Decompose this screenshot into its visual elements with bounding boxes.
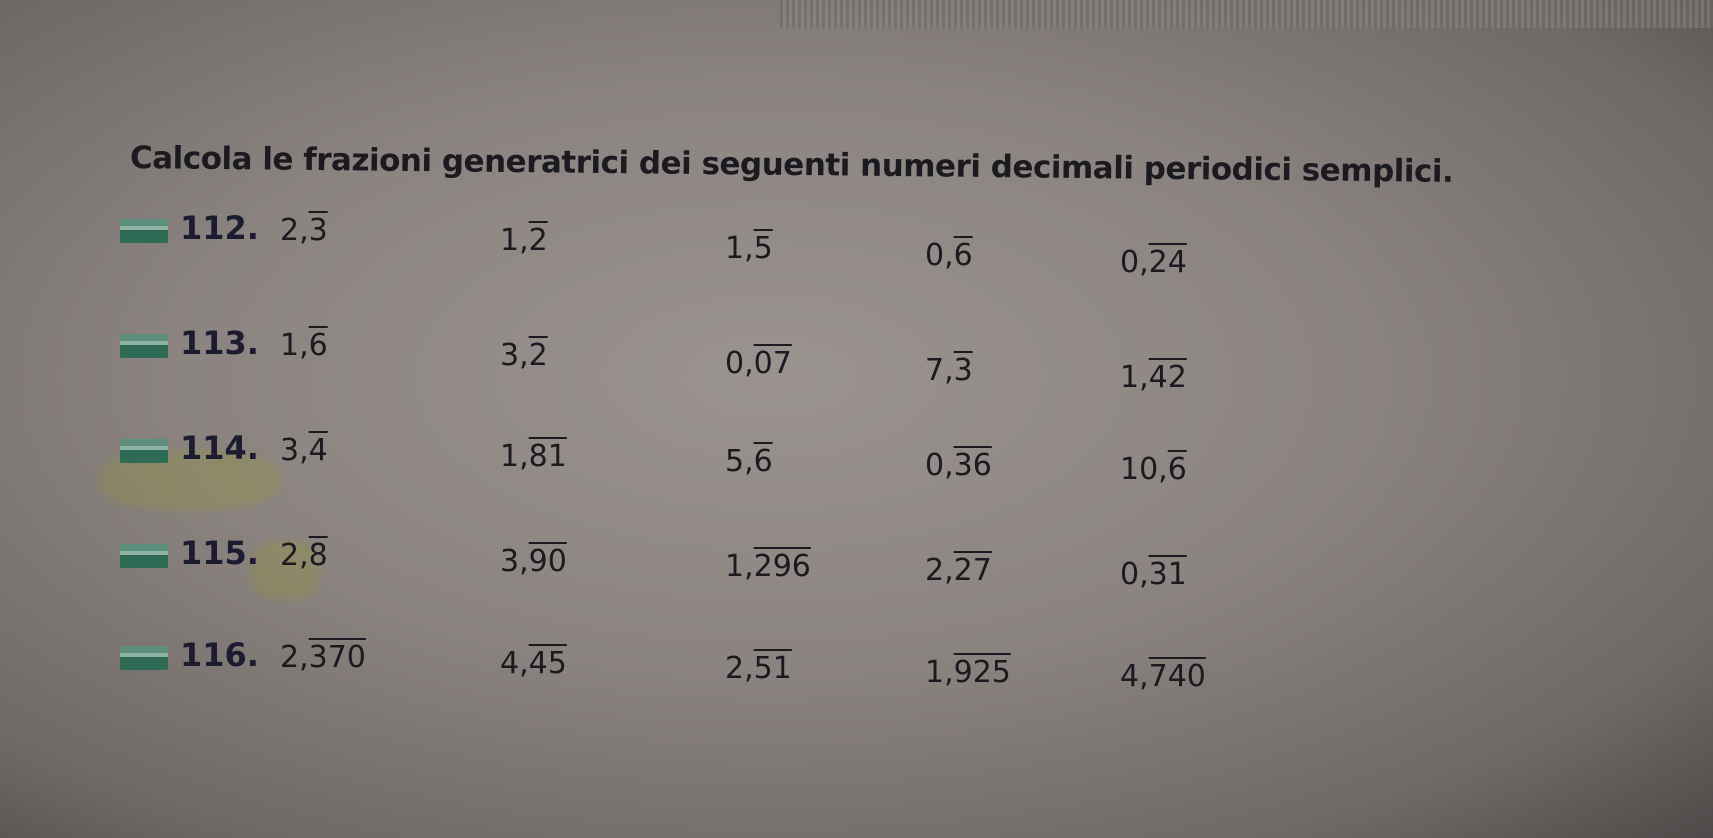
integer-part: 1,	[725, 548, 754, 584]
periodic-decimal: 1,6	[280, 328, 328, 363]
periodic-decimal: 0,36	[925, 448, 992, 483]
exercise-row: 116. 2,370 4,45 2,51 1,925 4,740	[0, 632, 1400, 694]
repeating-digits: 3	[308, 213, 328, 248]
periodic-decimal: 0,31	[1120, 557, 1187, 592]
repeating-digits: 36	[953, 448, 992, 483]
periodic-decimal: 7,3	[925, 353, 973, 388]
repeating-digits: 31	[1148, 557, 1187, 593]
integer-part: 0,	[925, 238, 954, 273]
exercise-number: 114.	[180, 429, 259, 467]
periodic-decimal: 2,51	[725, 651, 792, 686]
periodic-decimal: 3,4	[280, 433, 328, 468]
integer-part: 10,	[1120, 452, 1168, 488]
difficulty-badge-icon	[120, 646, 168, 670]
repeating-digits: 2	[528, 338, 548, 373]
exercise-number: 116.	[180, 636, 259, 674]
exercise-row: 114. 3,4 1,81 5,6 0,36 10,6	[0, 425, 1400, 487]
repeating-digits: 6	[1167, 452, 1187, 488]
difficulty-badge-icon	[120, 544, 168, 568]
periodic-decimal: 1,42	[1120, 360, 1187, 395]
periodic-decimal: 3,2	[500, 338, 548, 373]
integer-part: 0,	[1120, 557, 1149, 593]
repeating-digits: 51	[753, 650, 792, 686]
periodic-decimal: 2,27	[925, 553, 992, 588]
periodic-decimal: 1,81	[500, 439, 567, 474]
integer-part: 0,	[1120, 245, 1149, 280]
integer-part: 1,	[280, 328, 309, 363]
repeating-digits: 740	[1148, 659, 1206, 695]
periodic-decimal: 2,8	[280, 538, 328, 573]
integer-part: 2,	[925, 553, 954, 588]
exercise-row: 112. 2,3 1,2 1,5 0,6 0,24	[0, 205, 1400, 280]
integer-part: 4,	[500, 646, 529, 681]
instruction-heading: Calcola le frazioni generatrici dei segu…	[129, 140, 1454, 190]
repeating-digits: 8	[308, 538, 328, 573]
repeating-digits: 27	[953, 553, 992, 588]
integer-part: 0,	[725, 346, 754, 381]
exercise-number: 115.	[180, 534, 259, 572]
repeating-digits: 370	[308, 640, 366, 675]
integer-part: 1,	[500, 439, 529, 474]
periodic-decimal: 1,2	[500, 223, 548, 258]
integer-part: 2,	[280, 640, 309, 675]
repeating-digits: 4	[308, 433, 328, 468]
periodic-decimal: 0,07	[725, 346, 792, 381]
repeating-digits: 5	[753, 231, 773, 266]
repeating-digits: 45	[528, 646, 567, 681]
integer-part: 7,	[925, 353, 954, 388]
repeating-digits: 6	[308, 328, 328, 363]
integer-part: 1,	[725, 231, 754, 266]
exercise-row: 113. 1,6 3,2 0,07 7,3 1,42	[0, 320, 1400, 395]
repeating-digits: 6	[753, 443, 773, 479]
integer-part: 1,	[500, 223, 529, 258]
repeating-digits: 925	[953, 655, 1011, 690]
repeating-digits: 81	[528, 439, 567, 474]
integer-part: 2,	[280, 538, 309, 573]
integer-part: 1,	[925, 655, 954, 690]
periodic-decimal: 2,370	[280, 640, 366, 675]
exercise-number: 113.	[180, 324, 259, 362]
integer-part: 2,	[280, 213, 309, 248]
periodic-decimal: 4,45	[500, 646, 567, 681]
repeating-digits: 90	[528, 544, 567, 579]
periodic-decimal: 0,6	[925, 238, 973, 273]
integer-part: 5,	[725, 443, 754, 479]
periodic-decimal: 1,5	[725, 231, 773, 266]
integer-part: 2,	[725, 650, 754, 686]
page-edge-band	[780, 0, 1713, 28]
periodic-decimal: 2,3	[280, 213, 328, 248]
highlighter-mark	[250, 540, 320, 600]
exercise-row: 115. 2,8 3,90 1,296 2,27 0,31	[0, 530, 1400, 592]
periodic-decimal: 3,90	[500, 544, 567, 579]
integer-part: 3,	[280, 433, 309, 468]
integer-part: 3,	[500, 338, 529, 373]
integer-part: 0,	[925, 448, 954, 483]
repeating-digits: 3	[953, 353, 973, 388]
repeating-digits: 296	[753, 548, 811, 584]
periodic-decimal: 4,740	[1120, 659, 1206, 694]
repeating-digits: 07	[753, 346, 792, 381]
integer-part: 1,	[1120, 360, 1149, 395]
difficulty-badge-icon	[120, 439, 168, 463]
periodic-decimal: 5,6	[725, 444, 773, 479]
difficulty-badge-icon	[120, 219, 168, 243]
repeating-digits: 2	[528, 223, 548, 258]
repeating-digits: 42	[1148, 360, 1187, 395]
periodic-decimal: 1,296	[725, 549, 811, 584]
integer-part: 4,	[1120, 659, 1149, 695]
periodic-decimal: 0,24	[1120, 245, 1187, 280]
exercise-number: 112.	[180, 209, 259, 247]
difficulty-badge-icon	[120, 334, 168, 358]
repeating-digits: 24	[1148, 245, 1187, 280]
periodic-decimal: 1,925	[925, 655, 1011, 690]
integer-part: 3,	[500, 544, 529, 579]
repeating-digits: 6	[953, 238, 973, 273]
periodic-decimal: 10,6	[1120, 452, 1187, 487]
